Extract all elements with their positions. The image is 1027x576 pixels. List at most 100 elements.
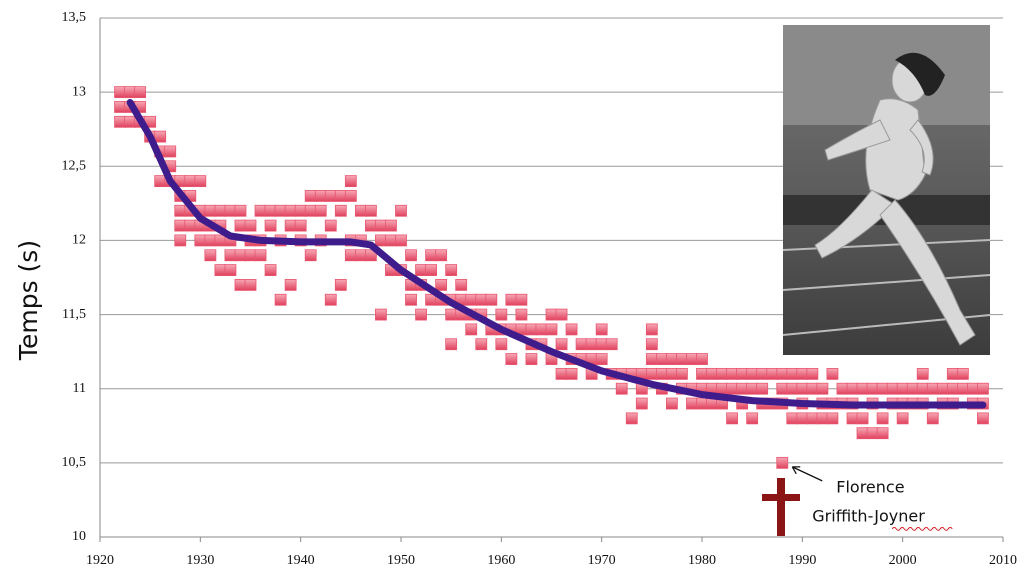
data-point [284, 204, 297, 217]
data-point [746, 367, 759, 380]
data-point [525, 323, 538, 336]
data-point [645, 367, 658, 380]
data-point [224, 249, 237, 262]
data-point [264, 204, 277, 217]
data-point [314, 204, 327, 217]
data-point [956, 382, 969, 395]
y-tick-label: 10,5 [62, 455, 87, 470]
data-point [866, 382, 879, 395]
data-point [114, 86, 126, 99]
photo [782, 25, 991, 355]
y-tick-label: 13 [72, 84, 86, 99]
data-point [184, 219, 197, 232]
data-point [676, 353, 688, 365]
cross [762, 478, 800, 536]
data-point [244, 279, 257, 291]
data-point [364, 219, 377, 232]
data-point [495, 308, 508, 321]
data-point [565, 323, 578, 336]
data-point [716, 382, 728, 395]
x-tick-label: 1930 [186, 553, 214, 568]
data-point [445, 308, 458, 321]
data-point [806, 367, 819, 380]
data-point [555, 367, 568, 380]
data-point [154, 175, 167, 188]
data-point [214, 204, 227, 217]
y-tick-label: 10 [72, 529, 86, 544]
data-point [485, 293, 498, 306]
data-point [224, 204, 237, 217]
data-point [324, 219, 337, 232]
data-point [555, 308, 568, 321]
data-point [836, 382, 849, 395]
data-point [415, 264, 427, 276]
data-point [214, 264, 227, 276]
data-point [977, 382, 989, 395]
data-point [666, 397, 678, 410]
data-point [344, 249, 357, 262]
data-point [906, 382, 919, 395]
data-point [876, 412, 889, 425]
annotation: Florence [836, 477, 904, 496]
data-point [354, 249, 367, 262]
data-point [946, 367, 959, 380]
data-point [926, 382, 939, 395]
data-point [274, 204, 287, 217]
x-tick-label: 1940 [287, 553, 315, 568]
data-point [415, 308, 427, 321]
data-point [936, 382, 949, 395]
data-point [796, 412, 809, 425]
data-point [425, 264, 438, 276]
data-point [364, 204, 377, 217]
x-tick-label: 1960 [487, 553, 515, 568]
data-point [826, 412, 839, 425]
data-point [916, 382, 929, 395]
data-point [736, 367, 749, 380]
data-point [495, 338, 508, 351]
x-tick-label: 2000 [889, 553, 917, 568]
y-tick-label: 12,5 [62, 159, 87, 174]
data-point [194, 234, 207, 247]
data-point [334, 190, 347, 202]
data-point [926, 412, 939, 425]
data-point [435, 249, 448, 262]
data-point [284, 279, 297, 291]
data-point [435, 279, 448, 291]
data-point [254, 249, 267, 262]
data-point [786, 382, 799, 395]
data-point [214, 234, 227, 247]
data-point [375, 219, 387, 232]
data-point [896, 412, 909, 425]
data-point [465, 323, 478, 336]
data-point [455, 279, 468, 291]
data-point [686, 353, 698, 365]
data-point [605, 338, 618, 351]
data-point [916, 367, 929, 380]
data-point [716, 367, 728, 380]
data-point [445, 264, 458, 276]
data-point [525, 353, 538, 365]
data-point [736, 382, 749, 395]
data-point [304, 190, 317, 202]
x-tick-label: 1990 [788, 553, 816, 568]
plot-area: Florence Griffith-Joyner [114, 86, 989, 531]
data-point [535, 323, 548, 336]
data-point [425, 249, 438, 262]
data-point [244, 219, 257, 232]
data-point [545, 323, 558, 336]
data-point [666, 353, 678, 365]
data-point [846, 412, 859, 425]
data-point [886, 382, 899, 395]
data-point [977, 412, 989, 425]
data-point [595, 323, 608, 336]
data-point [555, 338, 568, 351]
data-point [395, 204, 407, 217]
data-point [174, 234, 187, 247]
data-point [866, 427, 879, 440]
x-tick-label: 1980 [688, 553, 716, 568]
data-point [475, 338, 488, 351]
data-point [896, 382, 909, 395]
data-point [375, 234, 387, 247]
data-point [505, 293, 518, 306]
data-point [806, 412, 819, 425]
